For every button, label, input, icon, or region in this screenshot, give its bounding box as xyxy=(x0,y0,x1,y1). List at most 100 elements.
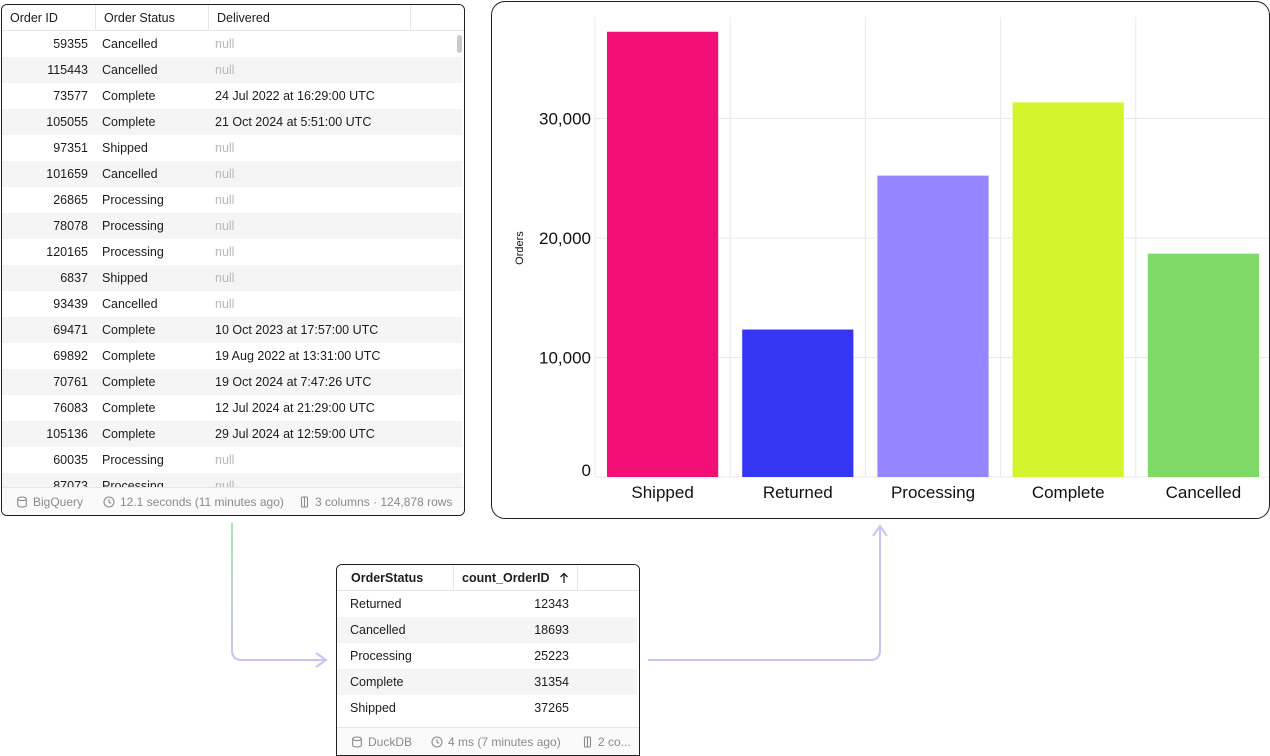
order-status-cell: Complete xyxy=(102,349,156,363)
order-id-cell: 105136 xyxy=(46,427,88,441)
order-id-cell: 26865 xyxy=(53,193,88,207)
column-header-delivered[interactable]: Delivered xyxy=(209,5,411,31)
order-status-cell: Processing xyxy=(102,453,164,467)
x-tick-label: Returned xyxy=(763,483,833,502)
column-header-order-id[interactable]: Order ID xyxy=(2,5,96,31)
table-row[interactable]: 97351 Shipped null xyxy=(2,135,462,161)
order-id-cell: 73577 xyxy=(53,89,88,103)
sort-ascending-icon[interactable] xyxy=(559,572,569,584)
table-row[interactable]: Returned 12343 xyxy=(337,591,637,617)
column-header-order-status[interactable]: Order Status xyxy=(96,5,209,31)
query-timing: 12.1 seconds (11 minutes ago) xyxy=(103,488,284,515)
orderstatus-cell: Complete xyxy=(350,675,404,689)
order-status-cell: Processing xyxy=(102,219,164,233)
delivered-cell: null xyxy=(215,167,235,181)
order-id-cell: 69892 xyxy=(53,349,88,363)
delivered-cell: null xyxy=(215,141,235,155)
order-id-cell: 120165 xyxy=(46,245,88,259)
delivered-cell: 19 Aug 2022 at 13:31:00 UTC xyxy=(215,349,381,363)
order-status-cell: Cancelled xyxy=(102,297,158,311)
delivered-cell: null xyxy=(215,245,235,259)
table-row[interactable]: 6837 Shipped null xyxy=(2,265,462,291)
table-row[interactable]: Complete 31354 xyxy=(337,669,637,695)
y-tick-label: 10,000 xyxy=(539,349,591,368)
arrow-head-icon xyxy=(315,652,328,668)
order-status-cell: Cancelled xyxy=(102,37,158,51)
orders-table-header: Order ID Order Status Delivered xyxy=(2,5,464,31)
count-orderid-cell: 31354 xyxy=(534,675,569,689)
bar-returned[interactable] xyxy=(742,329,854,477)
table-row[interactable]: 59355 Cancelled null xyxy=(2,31,462,57)
order-id-cell: 101659 xyxy=(46,167,88,181)
result-summary: 3 columns · 124,878 rows xyxy=(300,488,452,515)
order-status-cell: Complete xyxy=(102,375,156,389)
column-header-count-orderid[interactable]: count_OrderID xyxy=(454,565,578,591)
table-row[interactable]: 115443 Cancelled null xyxy=(2,57,462,83)
order-id-cell: 76083 xyxy=(53,401,88,415)
chart-panel: Shipped Returned Processing Complete Cancell… xyxy=(491,1,1270,519)
table-row[interactable]: 101659 Cancelled null xyxy=(2,161,462,187)
result-table-panel: OrderStatus count_OrderID Returned 12343 C… xyxy=(336,564,640,756)
result-table-header: OrderStatus count_OrderID xyxy=(337,565,639,591)
table-row[interactable]: 105136 Complete 29 Jul 2024 at 12:59:00 UT… xyxy=(2,421,462,447)
result-source-label: DuckDB xyxy=(351,728,412,755)
table-row[interactable]: 60035 Processing null xyxy=(2,447,462,473)
table-row[interactable]: 69892 Complete 19 Aug 2022 at 13:31:00 UTC xyxy=(2,343,462,369)
bar-complete[interactable] xyxy=(1012,102,1124,478)
order-status-cell: Processing xyxy=(102,245,164,259)
order-id-cell: 70761 xyxy=(53,375,88,389)
order-id-cell: 97351 xyxy=(53,141,88,155)
delivered-cell: null xyxy=(215,453,235,467)
y-tick-label: 30,000 xyxy=(539,110,591,129)
table-row[interactable]: 120165 Processing null xyxy=(2,239,462,265)
columns-icon xyxy=(300,496,309,508)
table-row[interactable]: 76083 Complete 12 Jul 2024 at 21:29:00 UTC xyxy=(2,395,462,421)
table-row[interactable]: 73577 Complete 24 Jul 2022 at 16:29:00 UTC xyxy=(2,83,462,109)
column-header-orderstatus[interactable]: OrderStatus xyxy=(343,565,454,591)
table-row[interactable]: Shipped 37265 xyxy=(337,695,637,721)
orders-table-footer: BigQuery 12.1 seconds (11 minutes ago) 3… xyxy=(2,487,464,515)
bar-shipped[interactable] xyxy=(607,31,719,477)
order-status-cell: Cancelled xyxy=(102,63,158,77)
connector-result-to-chart xyxy=(648,526,881,661)
order-status-cell: Processing xyxy=(102,479,164,487)
order-status-cell: Complete xyxy=(102,401,156,415)
table-row[interactable]: 93439 Cancelled null xyxy=(2,291,462,317)
delivered-cell: 10 Oct 2023 at 17:57:00 UTC xyxy=(215,323,379,337)
clock-icon xyxy=(103,496,115,508)
order-id-cell: 6837 xyxy=(60,271,88,285)
table-row[interactable]: 78078 Processing null xyxy=(2,213,462,239)
arrow-head-icon xyxy=(872,524,888,537)
orderstatus-cell: Cancelled xyxy=(350,623,406,637)
vertical-scrollbar[interactable] xyxy=(457,35,462,53)
bar-cancelled[interactable] xyxy=(1147,253,1259,477)
order-id-cell: 78078 xyxy=(53,219,88,233)
table-row[interactable]: Cancelled 18693 xyxy=(337,617,637,643)
order-status-cell: Complete xyxy=(102,89,156,103)
result-table-body: Returned 12343 Cancelled 18693 Processing 252… xyxy=(337,591,637,721)
database-icon xyxy=(352,736,362,748)
table-row[interactable]: 69471 Complete 10 Oct 2023 at 17:57:00 UTC xyxy=(2,317,462,343)
table-row[interactable]: Processing 25223 xyxy=(337,643,637,669)
order-id-cell: 93439 xyxy=(53,297,88,311)
table-row[interactable]: 70761 Complete 19 Oct 2024 at 7:47:26 UTC xyxy=(2,369,462,395)
y-tick-label: 20,000 xyxy=(539,229,591,248)
timing-text: 12.1 seconds (11 minutes ago) xyxy=(120,495,284,509)
order-status-cell: Processing xyxy=(102,193,164,207)
count-orderid-cell: 18693 xyxy=(534,623,569,637)
delivered-cell: null xyxy=(215,219,235,233)
orderstatus-cell: Returned xyxy=(350,597,402,611)
order-id-cell: 69471 xyxy=(53,323,88,337)
table-row[interactable]: 105055 Complete 21 Oct 2024 at 5:51:00 UTC xyxy=(2,109,462,135)
source-label: BigQuery xyxy=(16,488,84,515)
table-row[interactable]: 87073 Processing null xyxy=(2,473,462,487)
order-id-cell: 60035 xyxy=(53,453,88,467)
order-id-cell: 105055 xyxy=(46,115,88,129)
source-name: BigQuery xyxy=(33,495,84,509)
delivered-cell: null xyxy=(215,271,235,285)
result-table-footer: DuckDB 4 ms (7 minutes ago) 2 co... xyxy=(337,727,639,755)
order-status-cell: Shipped xyxy=(102,271,148,285)
bar-processing[interactable] xyxy=(877,175,989,478)
delivered-cell: null xyxy=(215,297,235,311)
table-row[interactable]: 26865 Processing null xyxy=(2,187,462,213)
